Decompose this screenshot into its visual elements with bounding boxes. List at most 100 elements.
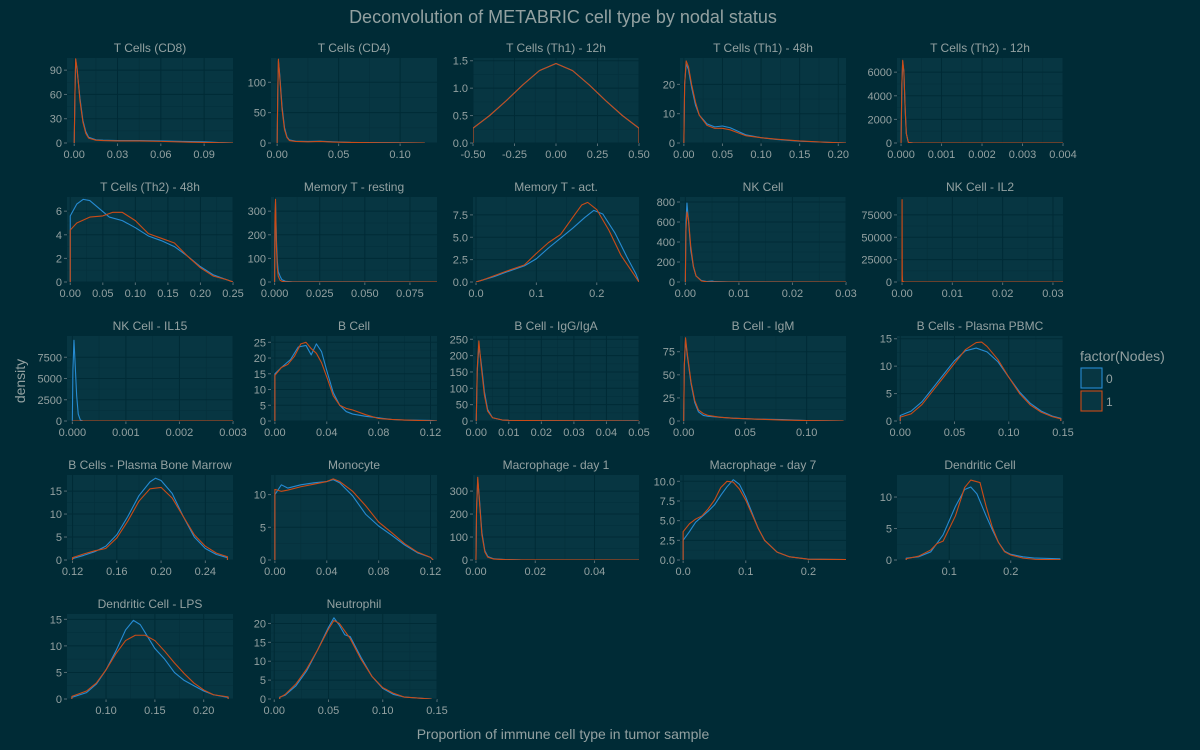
minor-grid xyxy=(271,614,437,699)
density-line-nodes-1 xyxy=(475,201,639,282)
y-tick-label: 50 xyxy=(663,370,675,382)
density-line-nodes-1 xyxy=(684,211,846,282)
x-axis-title: Proportion of immune cell type in tumor … xyxy=(417,726,710,742)
y-tick-label: 7.5 xyxy=(660,496,675,508)
y-tick-label: 7.5 xyxy=(453,210,468,222)
panel-background xyxy=(67,197,233,282)
density-line-nodes-1 xyxy=(274,478,434,560)
facet-title: Neutrophil xyxy=(327,597,382,611)
y-axis-title: density xyxy=(12,359,28,403)
y-tick-label: 20 xyxy=(254,353,266,365)
y-tick-label: 15 xyxy=(254,637,266,649)
density-line-nodes-1 xyxy=(683,337,844,421)
facet-title: Dendritic Cell xyxy=(944,458,1015,472)
y-tick-label: 0 xyxy=(260,694,266,706)
x-tick-label: -0.50 xyxy=(460,149,485,161)
y-tick-label: 250 xyxy=(450,334,468,346)
y-tick-label: 15 xyxy=(254,369,266,381)
x-tick-label: 0.15 xyxy=(144,705,165,717)
panel-background xyxy=(897,58,1063,143)
x-tick-label: 0.03 xyxy=(835,288,856,300)
x-tick-label: 0.02 xyxy=(992,288,1013,300)
y-tick-label: 60 xyxy=(50,89,62,101)
y-tick-label: 25 xyxy=(254,337,266,349)
y-tick-label: 5 xyxy=(56,532,62,544)
x-tick-label: 0.00 xyxy=(673,149,694,161)
y-tick-label: 75 xyxy=(663,347,675,359)
facet-panel: 0.00 0.05 0.10 0.15 0.20 0 10 20 T Cells (Th1) -… xyxy=(663,41,849,161)
minor-grid xyxy=(67,58,233,143)
y-tick-label: 0 xyxy=(886,555,892,567)
minor-grid xyxy=(680,336,846,421)
y-tick-label: 50 xyxy=(254,108,266,120)
x-tick-label: 0.12 xyxy=(420,566,441,578)
x-tick-label: 0.001 xyxy=(928,149,956,161)
x-tick-label: 0.00 xyxy=(264,566,285,578)
panel-background xyxy=(680,336,846,421)
x-tick-label: 0.025 xyxy=(306,288,334,300)
minor-grid xyxy=(271,475,437,560)
x-tick-label: 0.002 xyxy=(968,149,996,161)
x-tick-label: 0.000 xyxy=(59,427,87,439)
facet-panel: 0.00 0.05 0.10 0 50 100 T Cells (CD4) xyxy=(248,41,437,161)
x-tick-label: 0.04 xyxy=(316,427,337,439)
panel-background xyxy=(271,475,437,560)
density-line-nodes-0 xyxy=(274,479,434,560)
y-tick-label: 4 xyxy=(56,230,62,242)
x-tick-label: 0.10 xyxy=(750,149,771,161)
y-tick-label: 15 xyxy=(50,486,62,498)
y-tick-label: 0.5 xyxy=(453,111,468,123)
x-tick-label: 0.01 xyxy=(728,288,749,300)
y-tick-label: 200 xyxy=(450,509,468,521)
x-tick-label: 0.00 xyxy=(465,566,486,578)
density-line-nodes-1 xyxy=(475,340,639,421)
minor-grid xyxy=(473,336,639,421)
x-tick-label: 0.03 xyxy=(107,149,128,161)
y-tick-label: 30 xyxy=(50,114,62,126)
x-tick-label: 0.06 xyxy=(150,149,171,161)
facet-panel: 0.00 0.01 0.02 0.03 0.04 0.05 0 50 100 150 200 250 B… xyxy=(450,319,650,439)
density-line-nodes-1 xyxy=(682,480,846,560)
y-tick-label: 25 xyxy=(663,393,675,405)
x-tick-label: 0.15 xyxy=(426,705,447,717)
density-line-nodes-1 xyxy=(683,60,846,143)
x-tick-label: 0.02 xyxy=(782,288,803,300)
x-tick-label: 0.15 xyxy=(1052,427,1073,439)
y-tick-label: 10 xyxy=(254,490,266,502)
y-tick-label: 4000 xyxy=(868,91,892,103)
y-tick-label: 600 xyxy=(657,217,675,229)
density-line-nodes-1 xyxy=(274,341,437,421)
legend-label: 0 xyxy=(1106,372,1113,386)
y-tick-label: 0 xyxy=(260,277,266,289)
facet-title: NK Cell - IL2 xyxy=(946,180,1014,194)
x-tick-label: 0.000 xyxy=(261,288,289,300)
density-line-nodes-0 xyxy=(905,486,1061,560)
y-tick-label: 5000 xyxy=(38,374,62,386)
y-tick-label: 0 xyxy=(886,138,892,150)
y-tick-label: 0.0 xyxy=(453,138,468,150)
x-tick-label: 0.50 xyxy=(628,149,649,161)
y-tick-label: 1.5 xyxy=(453,56,468,68)
facet-title: NK Cell - IL15 xyxy=(113,319,188,333)
minor-grid xyxy=(680,58,846,143)
y-tick-label: 75000 xyxy=(861,210,892,222)
density-line-nodes-1 xyxy=(279,619,432,699)
facet-title: Dendritic Cell - LPS xyxy=(98,597,203,611)
y-tick-label: 0 xyxy=(56,277,62,289)
panel-background xyxy=(271,197,437,282)
density-line-nodes-1 xyxy=(905,479,1061,560)
facet-title: Memory T - act. xyxy=(514,180,598,194)
y-tick-label: 10 xyxy=(50,641,62,653)
y-tick-label: 6000 xyxy=(868,67,892,79)
y-tick-label: 100 xyxy=(248,253,266,265)
y-tick-label: 15 xyxy=(880,334,892,346)
density-line-nodes-1 xyxy=(71,486,229,560)
facet-panel: 0.000 0.001 0.002 0.003 0.004 0 2000 4000 6000 T … xyxy=(868,41,1077,161)
x-tick-label: 0.10 xyxy=(796,427,817,439)
facet-panel: 0.00 0.01 0.02 0.03 0 25000 50000 75000 NK Cell … xyxy=(861,180,1063,300)
panel-background xyxy=(473,197,639,282)
y-tick-label: 10.0 xyxy=(654,476,675,488)
facet-panel: -0.50 -0.25 0.00 0.25 0.50 0.0 0.5 1.0 1.5 T Cell… xyxy=(453,41,650,161)
x-tick-label: 0.10 xyxy=(998,427,1019,439)
y-tick-label: 0 xyxy=(669,277,675,289)
